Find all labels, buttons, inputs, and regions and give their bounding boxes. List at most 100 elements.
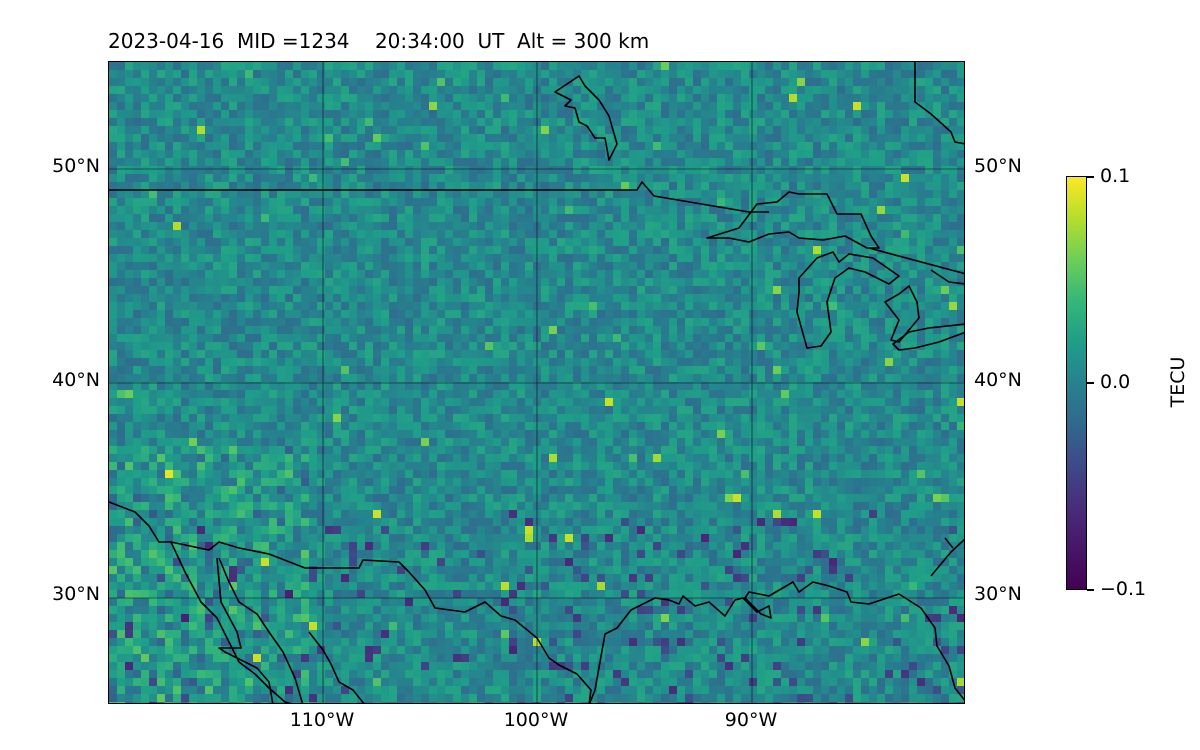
tec-cell	[957, 182, 964, 190]
tec-cell	[461, 334, 469, 342]
tec-cell	[269, 374, 277, 382]
tec-cell	[613, 142, 621, 150]
tec-cell	[213, 110, 221, 118]
tec-cell	[221, 294, 229, 302]
tec-cell	[165, 326, 173, 334]
tec-cell	[501, 414, 509, 422]
tec-cell	[941, 174, 949, 182]
tec-cell	[837, 62, 845, 70]
tec-cell	[309, 342, 317, 350]
tec-cell	[421, 126, 429, 134]
tec-cell	[725, 286, 733, 294]
tec-cell	[709, 374, 717, 382]
tec-cell	[325, 70, 333, 78]
tec-cell	[845, 94, 853, 102]
tec-cell	[309, 430, 317, 438]
tec-cell	[397, 382, 405, 390]
tec-cell	[669, 94, 677, 102]
tec-cell	[557, 70, 565, 78]
tec-cell	[549, 206, 557, 214]
tec-cell	[557, 78, 565, 86]
tec-cell	[597, 238, 605, 246]
tec-cell	[173, 422, 181, 430]
tec-cell	[453, 390, 461, 398]
tec-cell	[821, 270, 829, 278]
tec-cell	[341, 278, 349, 286]
tec-cell	[757, 398, 765, 406]
tec-cell	[405, 222, 413, 230]
tec-cell	[557, 126, 565, 134]
tec-cell	[861, 246, 869, 254]
tec-cell	[405, 230, 413, 238]
tec-cell	[541, 70, 549, 78]
tec-cell	[709, 142, 717, 150]
tec-cell	[525, 294, 533, 302]
tec-cell	[461, 86, 469, 94]
tec-cell	[109, 334, 117, 342]
tec-cell	[157, 350, 165, 358]
tec-cell	[565, 350, 573, 358]
tec-cell	[845, 110, 853, 118]
tec-cell	[181, 286, 189, 294]
tec-cell	[437, 182, 445, 190]
tec-cell	[637, 166, 645, 174]
tec-cell	[301, 134, 309, 142]
tec-cell	[437, 238, 445, 246]
tec-cell	[517, 126, 525, 134]
tec-cell	[573, 182, 581, 190]
tec-cell	[109, 350, 117, 358]
tec-cell	[773, 254, 781, 262]
tec-cell	[893, 86, 901, 94]
tec-cell	[309, 334, 317, 342]
tec-cell	[597, 206, 605, 214]
tec-cell	[301, 422, 309, 430]
tec-cell	[621, 422, 629, 430]
tec-cell	[165, 150, 173, 158]
tec-cell	[437, 206, 445, 214]
tec-cell	[773, 86, 781, 94]
tec-cell	[133, 390, 141, 398]
tec-cell	[421, 150, 429, 158]
tec-cell	[517, 374, 525, 382]
tec-cell	[205, 102, 213, 110]
tec-cell	[109, 214, 117, 222]
tec-cell	[141, 246, 149, 254]
tec-cell	[901, 318, 909, 326]
tec-cell	[749, 134, 757, 142]
tec-cell	[565, 198, 573, 206]
tec-cell	[317, 318, 325, 326]
tec-cell	[949, 110, 957, 118]
tec-cell	[229, 182, 237, 190]
tec-cell	[245, 142, 253, 150]
tec-cell	[173, 342, 181, 350]
tec-cell	[845, 326, 853, 334]
tec-cell	[773, 318, 781, 326]
tec-cell	[933, 342, 941, 350]
tec-cell	[861, 222, 869, 230]
tec-cell	[237, 222, 245, 230]
tec-cell	[541, 78, 549, 86]
tec-cell	[509, 414, 517, 422]
tec-cell	[413, 262, 421, 270]
tec-cell	[893, 318, 901, 326]
tec-cell	[813, 214, 821, 222]
tec-cell	[309, 94, 317, 102]
tec-cell	[373, 254, 381, 262]
tec-cell	[837, 398, 845, 406]
tec-cell	[557, 62, 565, 70]
tec-cell	[197, 214, 205, 222]
tec-cell	[621, 254, 629, 262]
tec-cell	[133, 222, 141, 230]
tec-cell	[653, 294, 661, 302]
tec-cell	[165, 358, 173, 366]
tec-cell	[605, 182, 613, 190]
tec-cell	[237, 366, 245, 374]
tec-cell	[645, 382, 653, 390]
tec-cell	[477, 118, 485, 126]
tec-cell	[917, 270, 925, 278]
tec-cell	[741, 254, 749, 262]
tec-cell	[741, 366, 749, 374]
tec-cell	[917, 262, 925, 270]
tec-cell	[773, 310, 781, 318]
tec-cell	[949, 374, 957, 382]
